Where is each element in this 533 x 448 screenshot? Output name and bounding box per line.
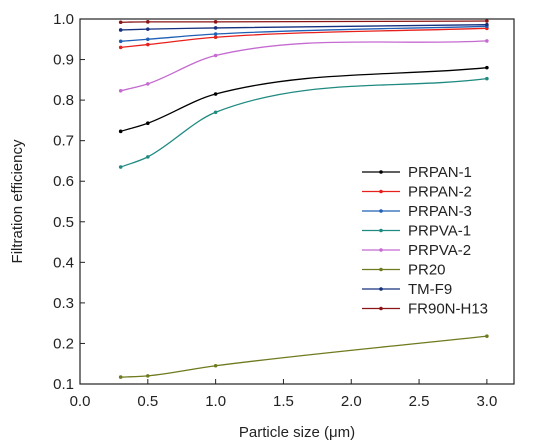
legend-item-prpan-1: PRPAN-1 — [362, 164, 472, 181]
data-point-tm-f9 — [146, 27, 150, 31]
y-tick-label: 0.7 — [53, 133, 74, 150]
series-line-fr90n-h13 — [120, 20, 487, 23]
legend-marker — [379, 209, 383, 213]
legend-marker — [379, 248, 383, 252]
data-point-tm-f9 — [118, 28, 123, 32]
data-point-prpan-3 — [213, 32, 218, 36]
x-tick-label: 0.5 — [137, 393, 158, 410]
x-tick-label: 1.5 — [273, 393, 294, 410]
legend-item-prpva-2: PRPVA-2 — [362, 242, 471, 259]
data-point-prpan-2 — [213, 35, 218, 40]
data-point-prpva-1 — [213, 110, 218, 115]
legend: PRPAN-1 PRPAN-2 PRPAN-3 PRPVA-1 PRPVA-2 PR20 T… — [362, 164, 488, 318]
data-point-prpva-1 — [118, 165, 123, 169]
x-tick-label: 0.0 — [70, 393, 91, 410]
data-point-tm-f9 — [485, 22, 489, 27]
data-point-pr20 — [485, 334, 489, 338]
y-tick-label: 0.3 — [53, 295, 74, 312]
data-point-fr90n-h13 — [118, 20, 123, 25]
plot-frame — [79, 18, 515, 385]
data-point-prpan-1 — [485, 65, 489, 70]
data-point-prpan-1 — [146, 121, 150, 126]
legend-item-tm-f9: TM-F9 — [362, 281, 452, 298]
data-point-prpan-2 — [118, 45, 123, 50]
y-tick-label: 0.4 — [53, 254, 74, 271]
legend-label: PRPVA-1 — [408, 223, 471, 240]
legend-item-prpva-1: PRPVA-1 — [362, 223, 471, 240]
x-tick-label: 3.0 — [476, 393, 497, 410]
y-tick-label: 0.5 — [53, 214, 74, 231]
legend-marker — [379, 170, 383, 174]
y-tick-label: 1.0 — [53, 11, 74, 28]
data-point-prpva-1 — [146, 155, 150, 159]
legend-marker — [379, 189, 383, 194]
data-point-prpva-1 — [485, 76, 489, 81]
data-point-pr20 — [213, 363, 218, 368]
y-tick-label: 0.6 — [53, 173, 74, 190]
x-axis: 0.0 0.5 1.0 1.5 2.0 2.5 3.0 — [70, 379, 497, 410]
data-point-tm-f9 — [213, 26, 218, 30]
x-tick-label: 2.0 — [341, 393, 362, 410]
x-tick-label: 1.0 — [205, 393, 226, 410]
series-line-prpan-1 — [120, 67, 487, 132]
x-axis-title: Particle size (μm) — [239, 424, 355, 441]
data-point-prpva-2 — [213, 53, 218, 58]
y-tick-label: 0.1 — [53, 376, 74, 393]
legend-item-prpan-2: PRPAN-2 — [362, 184, 472, 201]
legend-label: PRPAN-3 — [408, 203, 472, 220]
data-point-pr20 — [146, 374, 150, 378]
x-tick-label: 2.5 — [409, 393, 430, 410]
legend-label: PRPAN-2 — [408, 184, 472, 201]
series-line-prpva-1 — [120, 77, 487, 168]
legend-label: FR90N-H13 — [408, 301, 488, 318]
data-point-prpan-1 — [118, 129, 123, 134]
legend-marker — [379, 228, 383, 233]
data-point-prpan-3 — [146, 37, 150, 42]
legend-label: PR20 — [408, 262, 446, 279]
data-point-fr90n-h13 — [485, 19, 489, 23]
y-axis-title: Filtration efficiency — [9, 139, 26, 263]
data-point-prpan-2 — [146, 42, 150, 47]
legend-item-prpan-3: PRPAN-3 — [362, 203, 472, 220]
data-point-pr20 — [118, 375, 123, 379]
y-tick-label: 0.8 — [53, 92, 74, 109]
legend-label: PRPVA-2 — [408, 242, 471, 259]
legend-marker — [379, 287, 383, 291]
y-tick-label: 0.2 — [53, 335, 74, 352]
data-point-fr90n-h13 — [146, 20, 150, 24]
legend-item-pr20: PR20 — [362, 262, 446, 279]
data-point-prpva-2 — [118, 88, 123, 93]
legend-label: TM-F9 — [408, 281, 452, 298]
series-layer — [118, 19, 489, 379]
y-axis: 0.1 0.2 0.3 0.4 0.5 0.6 0.7 0.8 0.9 1.0 — [53, 11, 85, 393]
series-line-pr20 — [120, 335, 487, 378]
y-tick-label: 0.9 — [53, 52, 74, 69]
data-point-prpva-2 — [485, 39, 489, 43]
data-point-fr90n-h13 — [213, 20, 218, 24]
data-point-prpan-3 — [118, 39, 123, 44]
data-point-prpan-1 — [213, 92, 218, 96]
legend-label: PRPAN-1 — [408, 164, 472, 181]
legend-marker — [379, 306, 383, 311]
data-point-prpva-2 — [146, 82, 150, 86]
legend-item-fr90n-h13: FR90N-H13 — [362, 301, 488, 318]
legend-marker — [379, 267, 383, 272]
